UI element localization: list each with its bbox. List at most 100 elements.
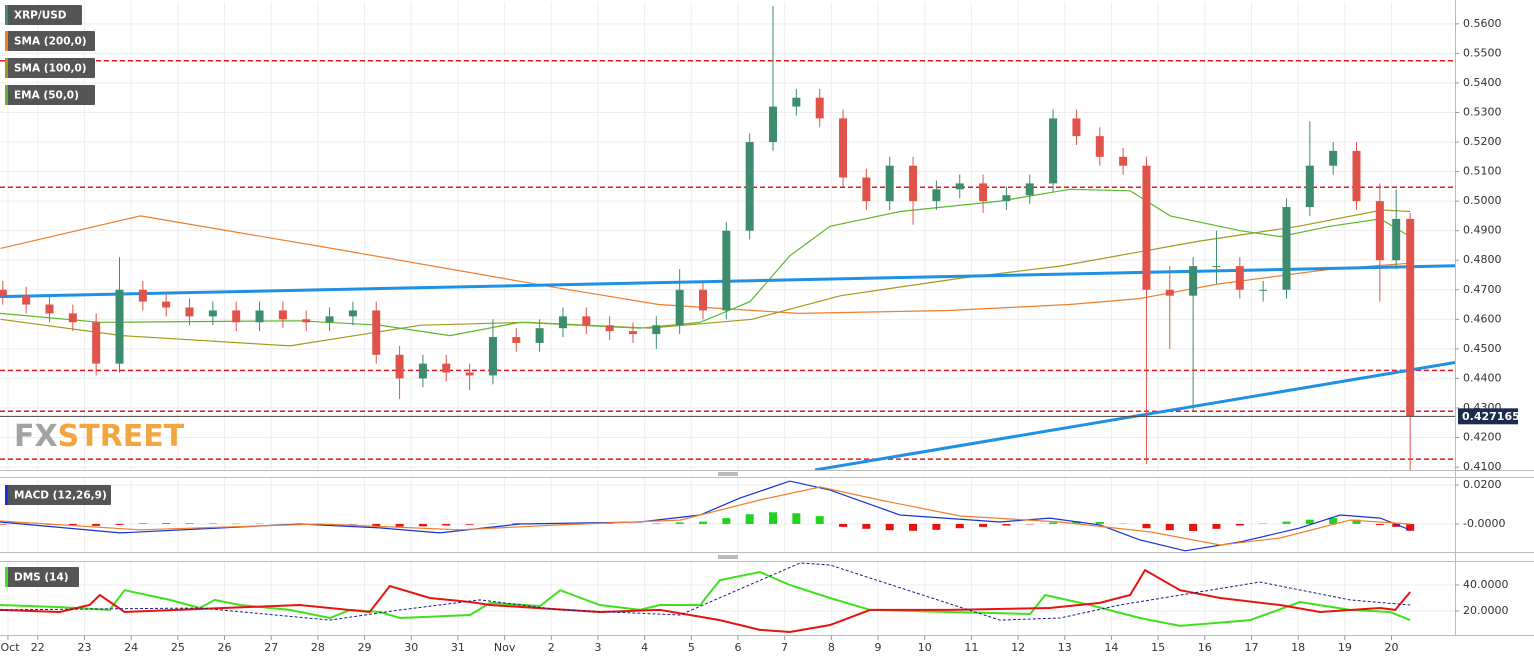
histogram-bar xyxy=(885,523,894,531)
x-tick-label: 8 xyxy=(828,641,835,654)
x-tick-label: 22 xyxy=(31,641,45,654)
candle-body xyxy=(1025,183,1034,196)
candle-body xyxy=(185,307,194,317)
histogram-bar xyxy=(115,523,124,525)
candle-body xyxy=(1259,289,1268,291)
candle-body xyxy=(909,165,918,202)
candle-body xyxy=(372,310,381,355)
legend-swatch xyxy=(5,85,8,105)
x-tick-label: Oct xyxy=(0,641,20,654)
x-tick-label: 11 xyxy=(964,641,978,654)
candle-body xyxy=(1142,165,1151,290)
legend-label: SMA (200,0) xyxy=(14,36,87,48)
candle-body xyxy=(652,325,661,335)
candle-body xyxy=(1189,266,1198,296)
candle-body xyxy=(979,183,988,202)
indicator-line xyxy=(0,188,1411,337)
x-tick-label: 25 xyxy=(171,641,185,654)
candle-body xyxy=(792,97,801,107)
histogram-bar xyxy=(815,516,824,524)
x-tick-label: 16 xyxy=(1198,641,1212,654)
candle-body xyxy=(1406,218,1415,417)
histogram-bar xyxy=(1002,523,1011,526)
histogram-bar xyxy=(1072,521,1081,524)
x-tick-label: Nov xyxy=(494,641,516,654)
y-tick-label: 0.5500 xyxy=(1463,46,1502,59)
y-tick-label: 0.5300 xyxy=(1463,106,1502,119)
x-tick-label: 18 xyxy=(1291,641,1305,654)
histogram-bar xyxy=(1329,518,1338,524)
x-tick-label: 24 xyxy=(124,641,138,654)
dms-panel xyxy=(0,562,1411,634)
histogram-bar xyxy=(138,523,147,524)
indicator-line xyxy=(0,480,1411,552)
y-tick-label: 0.4500 xyxy=(1463,342,1502,355)
x-tick-label: 3 xyxy=(594,641,601,654)
x-tick-label: 31 xyxy=(451,641,465,654)
legend-swatch xyxy=(5,5,8,25)
y-tick-label: 0.4900 xyxy=(1463,224,1502,237)
candle-body xyxy=(1235,266,1244,290)
candle-body xyxy=(138,289,147,302)
histogram-bar xyxy=(979,523,988,527)
x-tick-label: 14 xyxy=(1104,641,1118,654)
histogram-bar xyxy=(162,522,171,524)
histogram-bar xyxy=(675,522,684,524)
legend-label: DMS (14) xyxy=(14,572,69,584)
candle-body xyxy=(22,295,31,305)
candle-body xyxy=(769,106,778,143)
x-tick-label: 26 xyxy=(218,641,232,654)
histogram-bar xyxy=(465,523,474,525)
y-tick-label: 0.5600 xyxy=(1463,17,1502,30)
y-tick-label: 0.5100 xyxy=(1463,165,1502,178)
histogram-bar xyxy=(1235,523,1244,526)
x-tick-label: 19 xyxy=(1338,641,1352,654)
histogram-bar xyxy=(442,523,451,526)
last-price-label: 0.427165 xyxy=(1462,410,1520,423)
candle-body xyxy=(675,289,684,326)
x-tick-label: 29 xyxy=(358,641,372,654)
candle-body xyxy=(605,325,614,332)
x-tick-label: 6 xyxy=(735,641,742,654)
candle-body xyxy=(955,183,964,190)
candle-body xyxy=(535,328,544,343)
candle-body xyxy=(1165,289,1174,296)
legend-swatch xyxy=(5,31,8,51)
histogram-bar xyxy=(1392,523,1401,527)
legend-box xyxy=(5,5,82,25)
candle-body xyxy=(745,142,754,231)
x-tick-label: 20 xyxy=(1385,641,1399,654)
candle-body xyxy=(582,316,591,326)
y-tick-label: 0.5200 xyxy=(1463,135,1502,148)
x-tick-label: 4 xyxy=(641,641,648,654)
candle-body xyxy=(558,316,567,329)
legend-box xyxy=(5,485,111,505)
y-tick-label: 0.4600 xyxy=(1463,312,1502,325)
x-tick-label: 5 xyxy=(688,641,695,654)
x-tick-label: 10 xyxy=(918,641,932,654)
x-tick-label: 27 xyxy=(264,641,278,654)
histogram-bar xyxy=(1049,522,1058,524)
y-tick-label: 0.4100 xyxy=(1463,460,1502,473)
histogram-bar xyxy=(68,523,77,526)
candle-body xyxy=(1329,150,1338,166)
legend-box xyxy=(5,58,95,78)
histogram-bar xyxy=(652,523,661,524)
price-panel xyxy=(0,6,1455,470)
histogram-bar xyxy=(372,523,381,527)
candle-body xyxy=(232,310,241,323)
candle-body xyxy=(208,310,217,317)
candle-body xyxy=(1072,118,1081,137)
histogram-bar xyxy=(1406,523,1415,531)
overlay-layer: Oct 22 23 24 25 26 27 28 29 30 31 Nov 2 3 4 5 6 7 8 9 10 11 12… xyxy=(0,5,1520,654)
x-tick-label: 17 xyxy=(1244,641,1258,654)
x-tick-label: 7 xyxy=(781,641,788,654)
candle-body xyxy=(162,301,171,308)
resize-handle[interactable] xyxy=(718,472,738,559)
candle-body xyxy=(278,310,287,320)
histogram-bar xyxy=(932,523,941,530)
legend-swatch xyxy=(5,58,8,78)
histogram-bar xyxy=(395,523,404,527)
